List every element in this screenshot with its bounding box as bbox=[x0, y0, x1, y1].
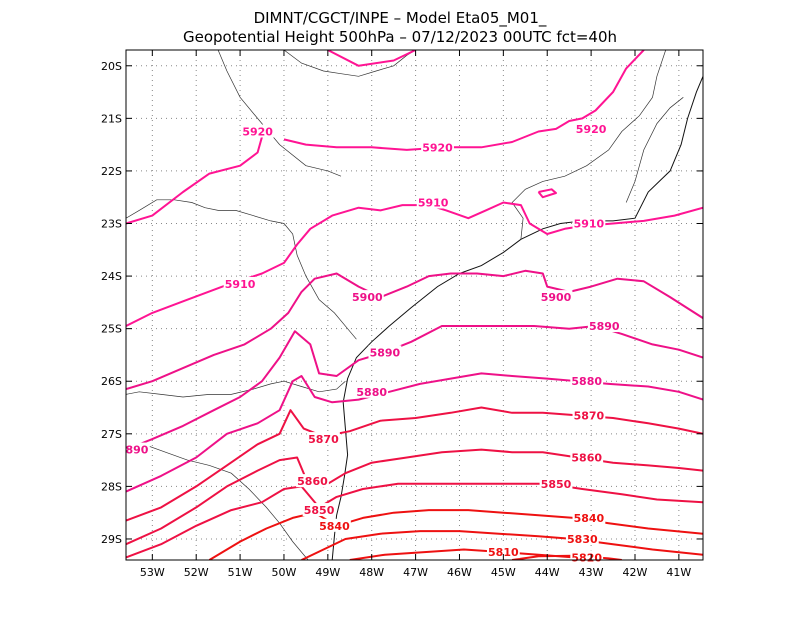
lon-tick-label: 48W bbox=[359, 566, 384, 579]
contour-label: 5810 bbox=[488, 546, 519, 559]
contour-label-bg bbox=[296, 474, 329, 488]
contour-5850 bbox=[126, 482, 703, 559]
contour-label-bg bbox=[539, 476, 573, 490]
lon-tick-label: 45W bbox=[491, 566, 516, 579]
contour-5910 bbox=[126, 201, 703, 327]
contour-5920 bbox=[327, 50, 417, 67]
contour-label: 5920 bbox=[422, 141, 453, 154]
state-border bbox=[126, 443, 309, 560]
contour-label: 5920 bbox=[242, 125, 273, 138]
contour-label-bg bbox=[570, 450, 604, 464]
lat-tick-label: 25S bbox=[101, 323, 122, 336]
contour-label: 5890 bbox=[370, 346, 401, 359]
state-border bbox=[625, 97, 684, 203]
axis-ticks: 53W 52W 51W 50W 49W 48W 47W 46W 45W 44W 43W 42W 41W 2… bbox=[101, 50, 703, 579]
contour-5880 bbox=[126, 372, 703, 493]
contour-label: 5860 bbox=[571, 451, 602, 464]
contour-label: 5910 bbox=[225, 278, 256, 291]
contour-label-bg bbox=[318, 518, 351, 532]
contour-label: 5870 bbox=[308, 433, 339, 446]
contour-label: 5850 bbox=[304, 504, 335, 517]
contour-label: 5880 bbox=[571, 375, 602, 388]
contour-5920 bbox=[283, 50, 645, 151]
contour-label-bg bbox=[302, 503, 336, 517]
contour-label: 5860 bbox=[297, 475, 328, 488]
lat-tick-label: 21S bbox=[101, 112, 122, 125]
contour-label: 5870 bbox=[574, 409, 605, 422]
contour-label-bg bbox=[223, 276, 257, 290]
contour-label-bg bbox=[574, 121, 608, 135]
contour-label-bg bbox=[241, 124, 275, 138]
state-border bbox=[511, 50, 667, 240]
contour-label-bg bbox=[368, 345, 402, 359]
contour-label: 5900 bbox=[352, 291, 383, 304]
contour-label-bg bbox=[587, 319, 621, 333]
contour-label: 5850 bbox=[541, 478, 572, 491]
title-line-1: DIMNT/CGCT/INPE – Model Eta05_M01_ bbox=[254, 9, 547, 28]
lon-tick-label: 43W bbox=[579, 566, 604, 579]
contour-label-bg bbox=[572, 408, 606, 422]
contour-label-bg bbox=[416, 195, 450, 209]
contour-label: 5910 bbox=[574, 218, 605, 231]
contour-label: 5900 bbox=[541, 291, 572, 304]
title-line-2: Geopotential Height 500hPa – 07/12/2023 … bbox=[183, 28, 617, 46]
lon-tick-label: 49W bbox=[315, 566, 340, 579]
contour-5830 bbox=[301, 530, 703, 560]
contour-label-bg bbox=[124, 442, 150, 456]
contour-labels: 5920 5920 5920 5910 5910 5910 5900 5900 5890 5890… bbox=[124, 121, 621, 564]
contour-label: 890 bbox=[125, 444, 148, 457]
contour-label-bg bbox=[350, 290, 384, 304]
contour-label: 5890 bbox=[589, 320, 620, 333]
lat-tick-label: 29S bbox=[101, 533, 122, 546]
lat-tick-label: 24S bbox=[101, 270, 122, 283]
lon-tick-label: 52W bbox=[184, 566, 209, 579]
plot-frame bbox=[125, 49, 704, 561]
contour-label: 5840 bbox=[319, 520, 350, 533]
contour-5820 bbox=[349, 548, 600, 560]
lon-tick-label: 44W bbox=[535, 566, 560, 579]
contour-5870 bbox=[126, 406, 703, 522]
lon-tick-label: 53W bbox=[140, 566, 165, 579]
contour-label: 5820 bbox=[571, 551, 602, 564]
lon-tick-label: 42W bbox=[623, 566, 648, 579]
state-border bbox=[283, 50, 416, 77]
contour-label: 5920 bbox=[576, 123, 607, 136]
contour-label-bg bbox=[307, 432, 340, 446]
contour-label: 5840 bbox=[574, 512, 605, 525]
lon-tick-label: 46W bbox=[447, 566, 472, 579]
contour-label-bg bbox=[570, 374, 604, 388]
contour-label: 5910 bbox=[418, 196, 449, 209]
contour-label-bg bbox=[486, 545, 520, 559]
contour-label: 5830 bbox=[567, 533, 598, 546]
contour-5890 bbox=[126, 325, 703, 451]
contour-5840 bbox=[208, 509, 703, 560]
lat-tick-label: 20S bbox=[101, 60, 122, 73]
contour-5860 bbox=[126, 448, 703, 546]
lon-tick-label: 47W bbox=[403, 566, 428, 579]
contour-label-bg bbox=[355, 384, 389, 398]
contour-5910 bbox=[537, 188, 557, 199]
contour-5810 bbox=[511, 554, 622, 560]
lon-tick-label: 41W bbox=[666, 566, 691, 579]
contour-label: 5880 bbox=[356, 386, 387, 399]
lat-tick-label: 27S bbox=[101, 428, 122, 441]
contour-5920 bbox=[126, 136, 263, 225]
contour-label-bg bbox=[572, 510, 606, 524]
lat-tick-label: 23S bbox=[101, 218, 122, 231]
lon-tick-label: 50W bbox=[272, 566, 297, 579]
lon-tick-label: 51W bbox=[228, 566, 253, 579]
lat-tick-label: 26S bbox=[101, 375, 122, 388]
state-border bbox=[217, 50, 342, 177]
contour-label-bg bbox=[421, 140, 454, 154]
contour-label-bg bbox=[539, 290, 573, 304]
contour-label-bg bbox=[565, 531, 599, 545]
contour-label-bg bbox=[572, 216, 606, 230]
lat-tick-label: 22S bbox=[101, 165, 122, 178]
lat-tick-label: 28S bbox=[101, 480, 122, 493]
contour-5900 bbox=[126, 269, 703, 391]
state-border bbox=[126, 380, 346, 398]
